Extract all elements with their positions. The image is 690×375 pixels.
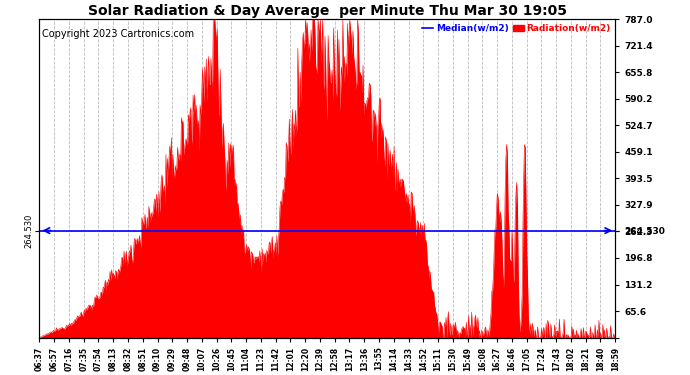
Text: Copyright 2023 Cartronics.com: Copyright 2023 Cartronics.com <box>42 29 195 39</box>
Legend: Median(w/m2), Radiation(w/m2): Median(w/m2), Radiation(w/m2) <box>422 24 611 33</box>
Title: Solar Radiation & Day Average  per Minute Thu Mar 30 19:05: Solar Radiation & Day Average per Minute… <box>88 4 566 18</box>
